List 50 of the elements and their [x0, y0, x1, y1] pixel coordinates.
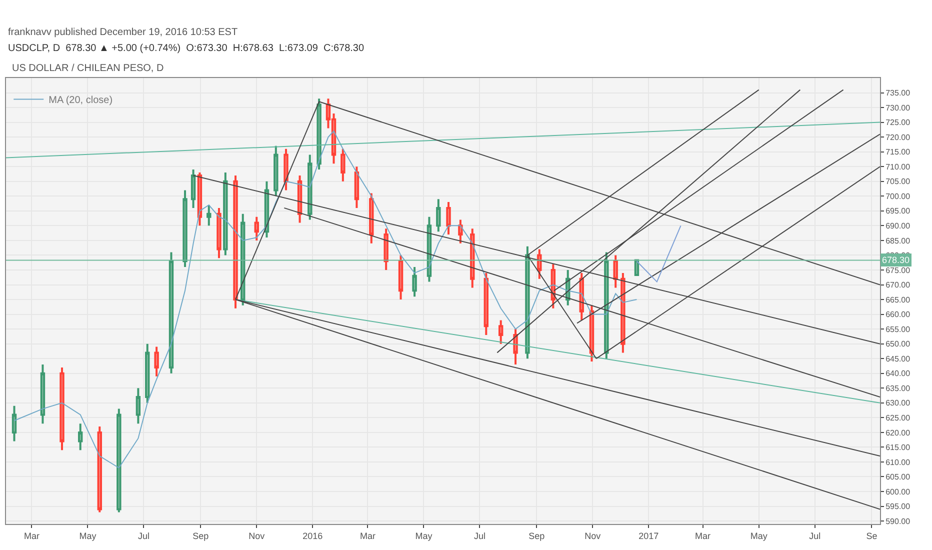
y-tick-label: 695.00 [886, 206, 911, 216]
y-tick-label: 730.00 [886, 103, 911, 112]
y-tick-label: 690.00 [886, 221, 911, 230]
y-tick-label: 665.00 [886, 295, 911, 304]
y-tick-label: 685.00 [886, 236, 911, 246]
x-tick-label: 2016 [302, 530, 323, 541]
y-tick-label: 645.00 [886, 354, 911, 364]
y-tick-label: 655.00 [886, 324, 911, 334]
x-tick-label: Mar [695, 530, 711, 541]
y-tick-label: 630.00 [886, 398, 911, 408]
x-tick-label: Se [866, 530, 878, 541]
y-tick-label: 660.00 [886, 310, 911, 320]
x-tick-label: Jul [474, 530, 486, 541]
x-tick-label: Nov [584, 530, 602, 541]
text: franknavv published December 19, 2016 10:53 EST [8, 27, 238, 38]
x-tick-label: May [79, 530, 97, 541]
x-tick-label: 2017 [638, 530, 659, 541]
y-tick-label: 700.00 [886, 192, 911, 201]
y-tick-label: 670.00 [886, 280, 911, 290]
y-tick-label: 725.00 [886, 118, 911, 128]
y-tick-label: 605.00 [886, 472, 911, 482]
y-tick-label: 715.00 [886, 148, 911, 157]
x-tick-label: Mar [24, 530, 40, 541]
y-tick-label: 610.00 [886, 458, 911, 467]
x-tick-label: Sep [192, 530, 209, 541]
x-tick-label: Jul [809, 530, 821, 541]
y-tick-label: 615.00 [886, 443, 911, 452]
y-tick-label: 650.00 [886, 340, 911, 349]
chart-title: US DOLLAR / CHILEAN PESO, D [12, 63, 164, 74]
x-tick-label: May [415, 530, 433, 541]
y-tick-label: 635.00 [886, 384, 911, 393]
y-tick-label: 640.00 [886, 369, 911, 378]
y-tick-label: 620.00 [886, 428, 911, 438]
x-tick-label: May [750, 530, 768, 541]
y-tick-label: 710.00 [886, 162, 911, 172]
y-tick-label: 590.00 [886, 516, 911, 526]
x-tick-label: Sep [528, 530, 545, 541]
x-tick-label: Jul [138, 530, 150, 541]
y-tick-label: 720.00 [886, 132, 911, 142]
x-tick-label: Mar [360, 530, 376, 541]
y-tick-label: 705.00 [886, 177, 911, 186]
y-tick-label: 675.00 [886, 266, 911, 275]
y-tick-label: 735.00 [886, 88, 911, 98]
y-tick-label: 595.00 [886, 502, 911, 512]
chart-subtitle: USDCLP, D 678.30 ▲ +5.00 (+0.74%) O:673.30 H:678.63 L:673.09 C:678.30 [8, 43, 364, 54]
y-tick-label: 600.00 [886, 487, 911, 496]
y-tick-label: 625.00 [886, 413, 911, 422]
legend-label: MA (20, close) [48, 95, 113, 106]
x-tick-label: Nov [248, 530, 266, 541]
ref-line-label: 678.30 [882, 255, 910, 265]
